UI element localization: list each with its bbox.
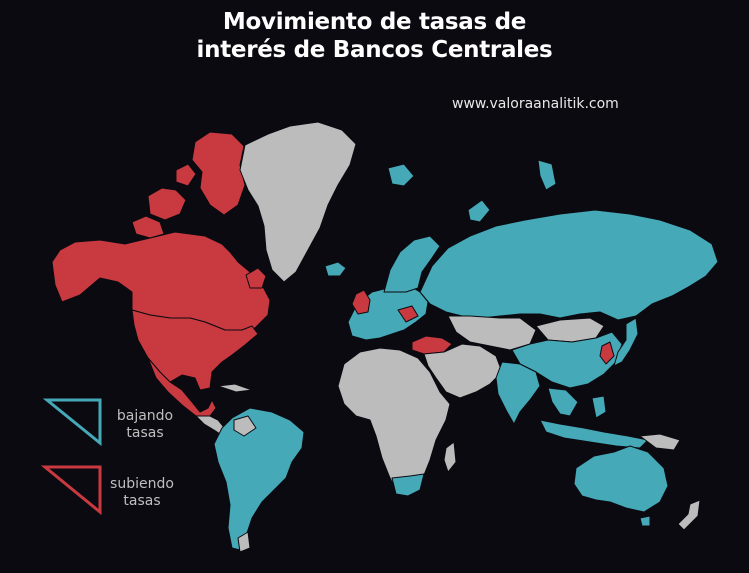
region-tasmania — [639, 515, 651, 527]
region-japan — [613, 317, 639, 367]
region-novaya-zemlya — [537, 159, 557, 191]
region-india — [495, 361, 541, 425]
region-svalbard — [387, 163, 415, 187]
title-line-1: Movimiento de tasas de — [222, 9, 527, 35]
region-turkey — [411, 335, 453, 355]
region-russia — [419, 209, 719, 321]
region-middle-east — [423, 343, 503, 399]
region-south-america-neutral — [233, 415, 257, 437]
region-canada — [51, 231, 271, 331]
title-line-2: interés de Bancos Centrales — [196, 37, 553, 63]
legend-cutting-line-1: bajando — [116, 408, 174, 424]
region-canada-arctic — [191, 131, 246, 216]
legend-cutting-label: bajando tasas — [104, 408, 186, 442]
region-argentina-south — [237, 531, 251, 553]
region-canada-arctic-3 — [131, 215, 165, 239]
region-indonesia — [539, 419, 649, 449]
region-south-america — [213, 407, 305, 551]
triangle-outline-red-icon — [40, 465, 102, 516]
region-madagascar — [443, 441, 457, 473]
page-title: Movimiento de tasas de interés de Bancos… — [0, 8, 749, 64]
region-poland — [397, 305, 419, 323]
region-canada-east — [245, 267, 267, 289]
legend-hiking-line-2: tasas — [123, 493, 161, 509]
region-greenland — [239, 121, 357, 283]
region-africa — [337, 347, 451, 495]
region-russia-arctic — [467, 199, 491, 223]
triangle-outline-teal-icon — [42, 398, 102, 447]
region-cuba — [217, 383, 253, 393]
region-scandinavia — [383, 235, 441, 293]
region-south-korea — [599, 341, 615, 365]
region-new-zealand — [677, 499, 701, 531]
region-south-africa — [391, 473, 425, 497]
region-southeast-asia — [547, 387, 579, 417]
legend-cutting-line-2: tasas — [126, 425, 164, 441]
region-mexico — [147, 357, 217, 417]
region-australia — [573, 445, 669, 513]
legend-hiking-line-1: subiendo — [110, 476, 174, 492]
region-canada-arctic-4 — [175, 163, 197, 187]
region-canada-arctic-2 — [147, 187, 187, 221]
region-united-kingdom — [351, 289, 371, 315]
region-new-guinea — [639, 433, 681, 451]
legend-hiking-label: subiendo tasas — [98, 476, 186, 510]
region-philippines — [591, 395, 607, 419]
region-iceland — [324, 261, 347, 277]
source-url: www.valoraanalitik.com — [452, 96, 619, 112]
